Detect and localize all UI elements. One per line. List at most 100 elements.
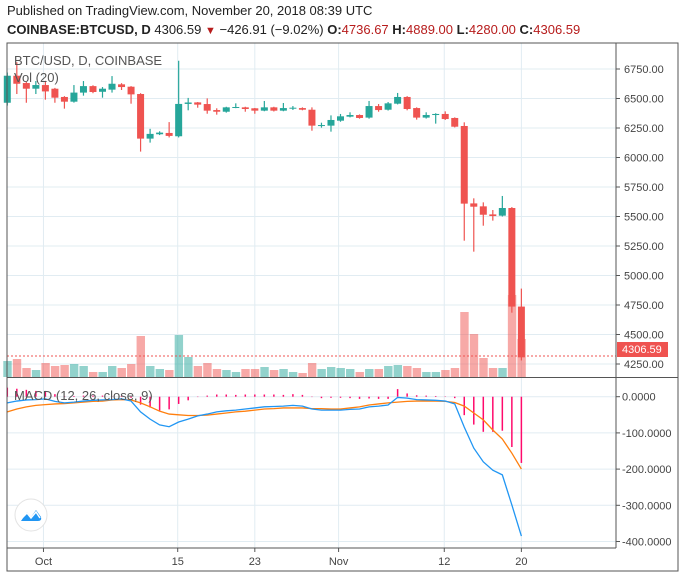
volume-bar — [155, 369, 165, 377]
published-line: Published on TradingView.com, November 2… — [7, 3, 373, 18]
volume-bar — [241, 369, 250, 377]
volume-bar — [88, 372, 98, 377]
volume-bar — [469, 334, 479, 377]
macd-legend[interactable]: MACD (12, 26, close, 9) — [14, 388, 153, 403]
volume-bar — [374, 369, 383, 377]
candle — [108, 76, 116, 93]
candle — [384, 102, 392, 111]
volume-bar — [507, 295, 517, 377]
candle — [479, 202, 487, 226]
candle — [432, 113, 440, 124]
volume-bar — [98, 372, 107, 377]
candle-body — [441, 113, 449, 120]
candle — [213, 108, 221, 115]
candle — [375, 104, 383, 112]
candle — [22, 81, 30, 103]
volume-bar — [393, 365, 403, 377]
last-price: 4306.59 — [154, 22, 202, 37]
candle-body — [451, 117, 459, 127]
price-tick-label: 5250.00 — [624, 241, 664, 253]
volume-bar — [441, 370, 450, 377]
volume-bar — [222, 370, 231, 377]
price-tick-label: 4750.00 — [624, 300, 664, 312]
volume-bar — [60, 365, 69, 377]
candle-body — [232, 106, 240, 108]
volume-bar — [260, 367, 269, 377]
candle-body — [175, 103, 183, 137]
candle — [118, 83, 126, 91]
volume-bar — [193, 366, 203, 377]
candle — [403, 96, 411, 111]
candle — [51, 87, 59, 103]
candle-body — [327, 119, 335, 126]
volume-bar — [203, 363, 212, 377]
price-tick-label: 5750.00 — [624, 182, 664, 194]
time-tick-label: 23 — [249, 556, 261, 568]
candle — [165, 122, 173, 138]
candle — [470, 198, 478, 252]
volume-bar — [174, 335, 184, 377]
volume-legend[interactable]: Vol (20) — [14, 70, 59, 85]
candle-body — [60, 96, 68, 102]
signal-line — [7, 398, 522, 470]
price-tick-label: 5000.00 — [624, 271, 664, 283]
price-tick-label: 6250.00 — [624, 123, 664, 135]
candle — [41, 80, 49, 100]
close-value: 4306.59 — [533, 22, 581, 37]
candle-body — [394, 96, 402, 104]
volume-bar — [231, 372, 241, 377]
candle-body — [156, 132, 164, 135]
candle-body — [356, 115, 364, 118]
candle-body — [22, 83, 30, 89]
candle-body — [317, 125, 325, 127]
candle — [337, 113, 344, 122]
volume-bar — [279, 369, 288, 377]
candle-body — [203, 104, 211, 111]
volume-bar — [317, 369, 326, 377]
candle — [241, 106, 249, 112]
candle-body — [213, 110, 221, 112]
candle — [203, 98, 211, 114]
candle — [13, 62, 21, 95]
candle — [60, 96, 68, 109]
candle — [422, 112, 430, 119]
candle — [251, 107, 259, 114]
candle — [127, 86, 135, 104]
volume-bar — [41, 363, 50, 377]
candle-body — [517, 306, 525, 358]
candle-body — [260, 107, 268, 111]
candle-body — [279, 108, 287, 111]
candle — [451, 117, 459, 128]
outer-frame — [6, 42, 679, 572]
tradingview-logo[interactable] — [14, 498, 48, 532]
price-tick-label: 6000.00 — [624, 153, 664, 165]
axes — [6, 42, 679, 572]
candle — [89, 85, 97, 94]
candle — [317, 122, 325, 128]
close-label: C: — [519, 22, 534, 37]
candle — [394, 92, 402, 105]
candle-body — [460, 125, 468, 204]
low-label: L: — [456, 22, 469, 37]
candle-body — [298, 108, 306, 110]
volume-bar — [184, 357, 193, 377]
candle — [70, 85, 78, 103]
candle-body — [184, 102, 192, 104]
candle-body — [222, 107, 230, 112]
candle — [441, 111, 449, 120]
volume-bar — [384, 366, 393, 377]
volume-bar — [498, 368, 507, 377]
volume-bar — [69, 364, 79, 377]
main-legend[interactable]: BTC/USD, D, COINBASE — [14, 53, 162, 68]
candle — [194, 102, 202, 108]
candle — [298, 107, 306, 111]
high-value: 4889.00 — [406, 22, 453, 37]
volume-bar — [31, 370, 41, 377]
macd-tick-label: -100.0000 — [622, 428, 672, 440]
candle-body — [432, 113, 440, 116]
volume-bar — [79, 366, 88, 377]
open-label: O: — [327, 22, 342, 37]
candle-body — [251, 108, 259, 111]
candle-body — [108, 83, 116, 90]
